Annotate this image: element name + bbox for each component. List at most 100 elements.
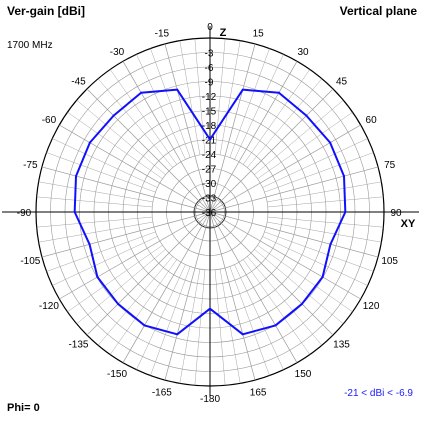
angle-tick-label: 45: [336, 76, 348, 87]
grid-spoke: [164, 43, 211, 213]
radial-tick-label: -24: [202, 150, 217, 161]
grid-minor-spoke: [214, 38, 226, 155]
grid-spoke: [209, 211, 361, 300]
grid-spoke: [122, 211, 211, 363]
grid-minor-spoke: [76, 249, 166, 325]
grid-minor-spoke: [67, 245, 163, 312]
radial-tick-label: -9: [205, 78, 214, 89]
angle-tick-label: -165: [152, 388, 172, 399]
radial-tick-label: -18: [202, 121, 217, 132]
angle-tick-label: -120: [39, 301, 59, 312]
grid-minor-spoke: [234, 264, 284, 370]
grid-minor-spoke: [219, 269, 241, 384]
grid-spoke: [122, 61, 211, 213]
polar-grid: [2, 26, 419, 396]
angle-tick-label: -180: [200, 394, 220, 405]
radial-tick-label: -3: [205, 49, 214, 60]
grid-minor-spoke: [243, 259, 310, 355]
angle-tick-label: 15: [253, 28, 265, 39]
z-axis-label: Z: [220, 27, 227, 39]
grid-minor-spoke: [76, 99, 166, 175]
gain-point: [300, 302, 303, 305]
grid-minor-spoke: [46, 152, 156, 193]
gain-point: [329, 243, 332, 246]
grid-minor-spoke: [262, 236, 368, 286]
grid-spoke: [209, 124, 361, 213]
grid-spoke: [209, 43, 256, 213]
radial-tick-label: -30: [202, 179, 217, 190]
frequency-label: 1700 MHz: [7, 40, 53, 51]
grid-spoke: [41, 211, 211, 258]
grid-minor-spoke: [262, 138, 368, 188]
gain-point: [75, 175, 78, 178]
angle-tick-label: 60: [366, 115, 378, 126]
gain-point: [88, 243, 91, 246]
grid-minor-spoke: [52, 236, 158, 286]
angle-tick-label: 150: [295, 369, 312, 380]
grid-minor-spoke: [194, 269, 206, 386]
grid-minor-spoke: [214, 269, 226, 386]
gain-point: [143, 324, 146, 327]
grid-minor-spoke: [179, 269, 201, 384]
grid-spoke: [209, 211, 379, 258]
phi-label: Phi= 0: [7, 402, 40, 414]
radial-tick-label: -15: [202, 107, 217, 118]
angle-tick-label: 30: [297, 47, 309, 58]
angle-tick-label: -30: [110, 47, 125, 58]
grid-minor-spoke: [52, 138, 158, 188]
gain-point: [176, 88, 179, 91]
angle-tick-label: 75: [384, 160, 396, 171]
gain-point: [88, 141, 91, 144]
angle-tick-label: 135: [333, 340, 350, 351]
radial-tick-label: -6: [205, 63, 214, 74]
grid-minor-spoke: [243, 69, 310, 165]
angle-tick-label: 105: [381, 256, 398, 267]
grid-minor-spoke: [247, 78, 323, 168]
grid-spoke: [41, 166, 211, 213]
angle-tick-label: -75: [23, 160, 38, 171]
grid-minor-spoke: [136, 264, 186, 370]
angle-tick-label: -135: [68, 340, 88, 351]
grid-minor-spoke: [234, 54, 284, 160]
grid-minor-spoke: [267, 221, 382, 243]
gain-point: [176, 333, 179, 336]
gain-trace: [73, 88, 347, 336]
grid-minor-spoke: [97, 256, 173, 346]
grid-minor-spoke: [229, 266, 270, 376]
angle-tick-label: 0: [207, 22, 213, 33]
gain-point: [241, 88, 244, 91]
grid-minor-spoke: [150, 48, 191, 158]
angle-tick-label: 165: [250, 388, 267, 399]
grid-minor-spoke: [254, 99, 344, 175]
grid-minor-spoke: [46, 231, 156, 272]
chart-title: Ver-gain [dBi]: [7, 4, 86, 18]
grid-spoke: [86, 88, 211, 213]
grid-minor-spoke: [110, 259, 177, 355]
grid-spoke: [59, 211, 211, 300]
angle-tick-label: 90: [390, 208, 402, 219]
xy-axis-label: XY: [401, 218, 416, 230]
gain-point: [112, 114, 115, 117]
angle-tick-label: -60: [42, 115, 57, 126]
gain-point: [96, 276, 99, 279]
grid-minor-spoke: [267, 216, 384, 228]
grid-minor-spoke: [194, 38, 206, 155]
radial-tick-label: -21: [202, 136, 217, 147]
grid-minor-spoke: [219, 40, 241, 155]
grid-minor-spoke: [38, 221, 153, 243]
grid-spoke: [209, 211, 298, 363]
gain-point: [274, 324, 277, 327]
angle-tick-label: -90: [17, 208, 32, 219]
grid-spoke: [209, 211, 334, 336]
gain-point: [241, 333, 244, 336]
angle-tick-labels: 0 15 30 45 60 75 90 105 120 135 150 165 -180 -165 -150…: [17, 22, 416, 405]
radial-tick-label: -27: [202, 165, 217, 176]
grid-spoke: [86, 211, 211, 336]
gain-range-label: -21 < dBi < -6.9: [344, 388, 413, 399]
gain-point: [277, 91, 280, 94]
radial-tick-label: -12: [202, 92, 217, 103]
grid-minor-spoke: [267, 196, 384, 208]
grid-minor-spoke: [229, 48, 270, 158]
plane-label: Vertical plane: [339, 4, 417, 18]
